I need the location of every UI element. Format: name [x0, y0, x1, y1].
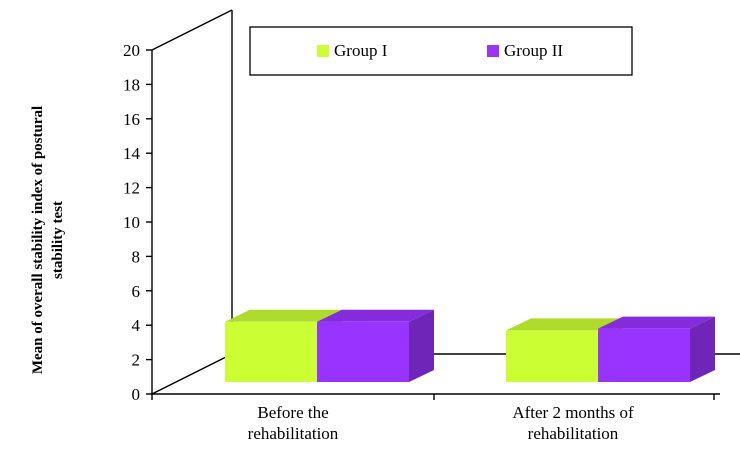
legend-label-group-2: Group II	[504, 41, 563, 60]
y-tick-label: 16	[123, 110, 140, 129]
bar-side-face	[409, 309, 434, 382]
bar-top-face	[506, 318, 623, 331]
y-tick-label: 6	[132, 282, 141, 301]
bar-front-face	[506, 330, 598, 382]
bar-front-face	[317, 321, 409, 382]
legend-swatch-group-2	[487, 45, 499, 57]
bar-front-face	[225, 321, 317, 382]
y-tick-label: 10	[123, 213, 140, 232]
y-tick-label: 0	[132, 385, 141, 404]
y-axis-label: Mean of overall stability index of postu…	[30, 106, 66, 374]
bar	[317, 309, 434, 382]
y-tick-label: 8	[132, 247, 141, 266]
legend: Group I Group II	[249, 26, 633, 76]
x-category-label: rehabilitation	[528, 424, 619, 443]
wall-top-depth-edge	[151, 9, 233, 51]
y-axis-label-line-1: Mean of overall stability index of postu…	[30, 106, 46, 374]
bar-side-face	[690, 316, 715, 382]
y-tick-label: 14	[123, 144, 141, 163]
y-tick-label: 20	[123, 41, 140, 60]
x-category-label: After 2 months of	[512, 403, 634, 422]
x-axis-labels: Before the rehabilitation After 2 months o…	[248, 403, 634, 443]
x-category-label: rehabilitation	[248, 424, 339, 443]
y-tick-label: 18	[123, 75, 140, 94]
legend-label-group-1: Group I	[334, 41, 388, 60]
y-tick-label: 12	[123, 179, 140, 198]
bar-top-face	[317, 309, 434, 322]
bars	[225, 309, 715, 382]
x-category-label: Before the	[257, 403, 328, 422]
y-axis-ticks: 0 2 4 6 8 10 12 14 16 18 20	[123, 41, 715, 404]
legend-box	[249, 26, 633, 76]
floor-depth-edge	[151, 353, 233, 395]
bar-top-face	[225, 309, 342, 322]
bar	[598, 316, 715, 382]
legend-swatch-group-1	[317, 45, 329, 57]
y-axis-label-line-2: stability test	[50, 201, 66, 279]
y-tick-label: 2	[132, 351, 141, 370]
y-tick-label: 4	[132, 316, 141, 335]
bar-front-face	[598, 328, 690, 382]
bar-top-face	[598, 316, 715, 329]
